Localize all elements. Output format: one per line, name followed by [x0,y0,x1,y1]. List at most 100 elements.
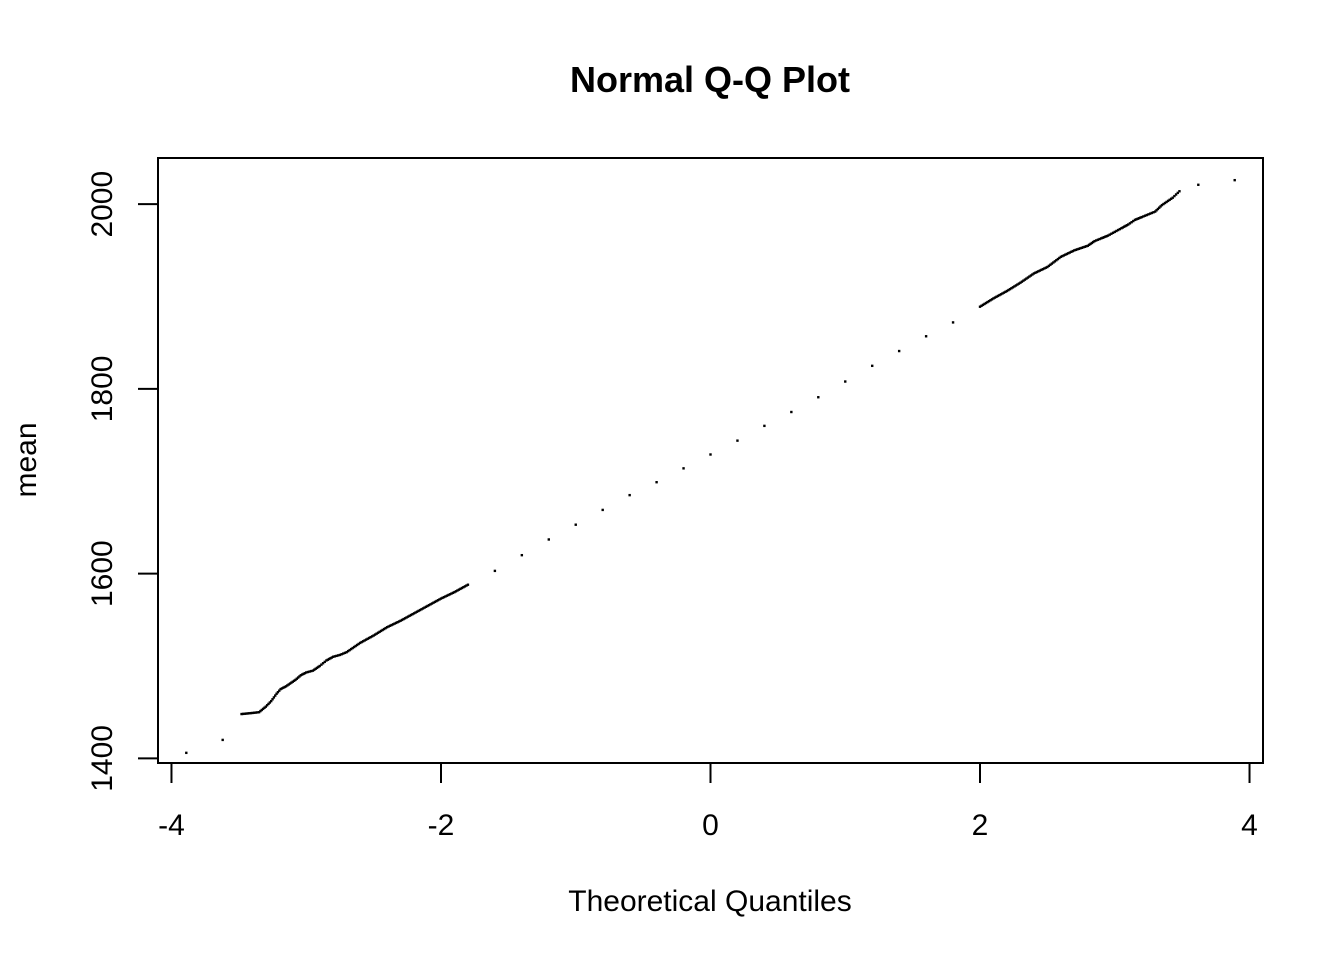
qq-point [1010,287,1013,290]
qq-point [1128,222,1132,225]
qq-point [980,304,983,307]
qq-point [385,626,389,629]
qq-point [338,653,342,657]
qq-point [351,646,354,650]
qq-point [257,710,261,714]
qq-point [1139,216,1142,219]
qq-point [346,649,350,653]
qq-point [329,657,332,660]
qq-point [1145,213,1148,217]
qq-point [1147,213,1150,216]
qq-point [435,599,438,603]
qq-point [1011,286,1015,289]
qq-point [817,396,820,399]
qq-point [1111,231,1115,235]
qq-point [298,675,301,678]
qq-point [1162,202,1165,206]
qq-point [987,299,991,303]
qq-point [248,712,251,715]
qq-point [628,493,631,497]
qq-point [1101,236,1104,240]
qq-point [360,640,363,644]
qq-point [342,652,345,655]
qq-point [409,613,413,617]
qq-point [345,650,348,654]
qq-point [1007,288,1010,292]
qq-point [1077,247,1081,251]
qq-point [315,666,319,670]
qq-point [358,641,362,645]
qq-point [296,676,300,679]
x-tick-label: 0 [702,809,719,842]
x-axis: -4 -2 0 2 4 [158,762,1258,842]
qq-point [376,631,380,634]
qq-point [268,701,272,704]
qq-point [1173,194,1176,198]
qq-point [924,335,928,338]
qq-point [1159,205,1162,208]
qq-point [303,671,307,675]
qq-point [348,648,351,652]
qq-point [394,621,398,625]
qq-point [418,608,422,612]
qq-point [246,712,250,715]
qq-point [1135,218,1138,221]
qq-point [326,658,329,661]
qq-point [1176,191,1179,195]
y-axis: 1400 1600 1800 2000 [86,171,159,792]
qq-point [460,586,464,590]
qq-point [423,606,426,609]
qq-point [306,670,310,674]
qq-point [978,305,982,308]
qq-point [790,410,793,414]
qq-point [357,642,360,646]
qq-point [327,657,331,661]
qq-point [998,293,1001,297]
y-tick-label: 1400 [86,725,119,792]
qq-point [1058,256,1061,260]
qq-point [1034,271,1037,274]
qq-point [390,623,393,627]
qq-point [1171,196,1174,199]
qq-point [379,629,383,633]
qq-point [1073,249,1076,252]
plot-frame [157,157,1264,764]
qq-point [397,620,401,623]
qq-point [1074,248,1078,252]
qq-point [1110,232,1113,235]
qq-point [1023,278,1027,281]
qq-point [261,707,265,711]
qq-point [241,712,245,716]
qq-point [1019,281,1022,284]
qq-point [1065,252,1069,256]
qq-point [1174,193,1178,196]
qq-point [406,615,410,618]
qq-point [284,685,288,688]
qq-point [263,706,266,709]
qq-point [256,711,259,714]
qq-point [1121,226,1125,229]
qq-point [457,588,461,591]
qq-point [1116,228,1120,232]
qq-point [1233,178,1236,182]
qq-point [364,638,368,641]
qq-point [1013,285,1016,288]
qq-point [986,300,989,304]
qq-point [1160,203,1164,207]
qq-point [349,647,353,651]
qq-point [405,616,408,619]
qq-point [466,583,470,586]
qq-point [462,585,465,589]
qq-point [245,712,248,715]
x-tick-label: 2 [972,809,989,842]
qq-point [454,590,458,593]
y-tick-label: 1600 [86,540,119,607]
qq-point [1148,212,1152,215]
qq-point [243,712,246,715]
qq-point [391,623,395,626]
qq-point [1125,224,1129,227]
qq-point [275,692,278,695]
qq-point [1052,261,1055,264]
qq-point [1118,227,1122,231]
qq-point [421,607,425,610]
